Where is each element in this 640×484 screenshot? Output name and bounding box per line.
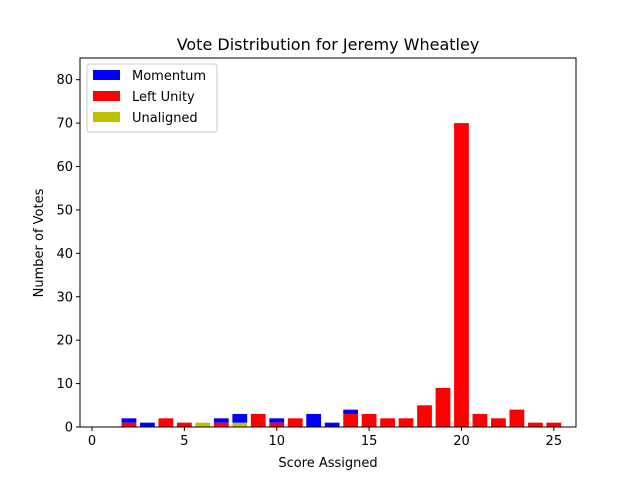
y-tick-label: 70 [56, 117, 73, 132]
bar-left-unity-10 [269, 422, 285, 427]
y-tick-label: 80 [56, 73, 73, 88]
plot-frame [79, 57, 577, 428]
bar-left-unity-24 [527, 422, 543, 427]
bar-left-unity-14 [343, 413, 359, 427]
y-tick-label: 10 [56, 377, 73, 392]
legend-swatch-left-unity [93, 91, 120, 101]
bar-unaligned-6 [195, 422, 211, 427]
x-axis-label: Score Assigned [278, 456, 377, 471]
bar-momentum-8 [232, 413, 248, 423]
x-tick-label: 25 [546, 434, 563, 449]
bar-left-unity-15 [361, 413, 377, 427]
bar-left-unity-9 [250, 413, 266, 427]
bar-momentum-10 [269, 418, 285, 423]
bar-left-unity-18 [417, 405, 432, 427]
ticks-group: 0 5 10 15 20 25 0 10 20 30 40 50 60 70 80 [56, 73, 562, 449]
y-axis-label: Number of Votes [32, 188, 47, 297]
legend-swatch-momentum [93, 70, 120, 80]
bar-momentum-7 [213, 418, 229, 423]
legend-label-momentum: Momentum [132, 69, 206, 84]
legend-label-unaligned: Unaligned [132, 111, 198, 126]
bar-left-unity-2 [121, 422, 137, 427]
bar-left-unity-7 [213, 422, 229, 427]
legend: Momentum Left Unity Unaligned [86, 63, 218, 133]
x-tick-label: 10 [268, 434, 285, 449]
legend-swatch-unaligned [93, 112, 120, 122]
y-tick-label: 50 [56, 203, 73, 218]
bar-left-unity-16 [380, 418, 395, 427]
bar-left-unity-5 [176, 422, 192, 427]
bar-left-unity-11 [287, 418, 303, 427]
x-tick-label: 20 [453, 434, 470, 449]
x-tick-label: 5 [180, 434, 188, 449]
x-tick-label: 0 [88, 434, 96, 449]
y-tick-label: 40 [56, 247, 73, 262]
y-tick-label: 0 [65, 421, 73, 436]
bar-momentum-2 [121, 418, 137, 423]
bars-group [121, 123, 562, 427]
y-tick-label: 20 [56, 334, 73, 349]
x-tick-label: 15 [361, 434, 378, 449]
legend-label-left-unity: Left Unity [132, 90, 195, 105]
bar-left-unity-4 [158, 418, 174, 427]
bar-momentum-13 [324, 422, 340, 427]
bar-left-unity-17 [398, 418, 414, 427]
chart-title: Vote Distribution for Jeremy Wheatley [177, 35, 480, 54]
y-tick-label: 60 [56, 160, 73, 175]
y-tick-label: 30 [56, 290, 73, 305]
bar-momentum-3 [140, 422, 155, 427]
bar-momentum-14 [343, 409, 359, 414]
bar-left-unity-21 [472, 413, 488, 427]
bar-momentum-12 [306, 413, 322, 427]
bar-unaligned-8 [232, 422, 248, 427]
bar-left-unity-25 [546, 422, 562, 427]
bar-left-unity-23 [509, 409, 525, 427]
bar-left-unity-20 [454, 123, 469, 427]
bar-left-unity-19 [435, 387, 451, 427]
bar-left-unity-22 [491, 418, 506, 427]
